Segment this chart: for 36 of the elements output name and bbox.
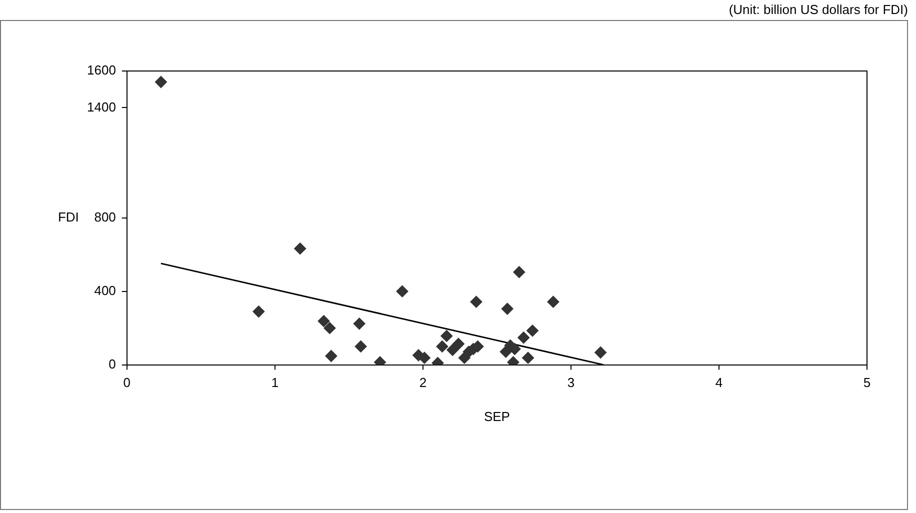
x-tick-label: 0 [123,375,131,390]
point [547,296,560,308]
point [522,352,534,364]
point [396,285,408,298]
y-axis-title: FDI [58,209,79,224]
point [452,338,464,350]
point [324,322,336,334]
y-tick-label: 1400 [87,99,116,114]
x-tick-label: 3 [567,375,575,390]
point [154,76,167,88]
point [354,340,367,352]
y-tick-label: 0 [108,356,116,372]
x-tick-label: 1 [271,375,279,390]
point [318,315,330,328]
point [436,340,448,352]
y-tick-label: 1600 [87,62,116,78]
point [518,332,530,344]
point [294,242,306,255]
text: (Unit: billion US dollars for FDI) [728,2,908,17]
point [513,266,526,278]
x-axis-title: SEP [484,408,510,424]
point [594,346,607,358]
point [500,346,512,358]
point [440,330,453,342]
x-tick-label: 4 [715,375,723,390]
point [252,306,265,318]
point [353,318,366,330]
point [470,296,482,308]
point [501,302,514,315]
y-tick-label: 800 [94,209,116,224]
point [325,350,338,362]
x-tick-label: 2 [419,375,427,390]
point [446,344,459,356]
point [526,324,538,337]
y-tick-label: 400 [94,282,116,298]
x-tick-label: 5 [863,375,871,390]
